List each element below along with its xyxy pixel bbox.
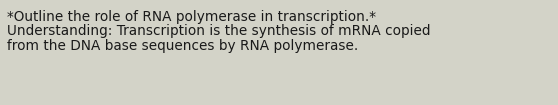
Text: *Outline the role of RNA polymerase in transcription.*: *Outline the role of RNA polymerase in t… <box>7 10 376 24</box>
Text: Understanding: Transcription is the synthesis of mRNA copied: Understanding: Transcription is the synt… <box>7 24 431 39</box>
Text: from the DNA base sequences by RNA polymerase.: from the DNA base sequences by RNA polym… <box>7 39 358 53</box>
